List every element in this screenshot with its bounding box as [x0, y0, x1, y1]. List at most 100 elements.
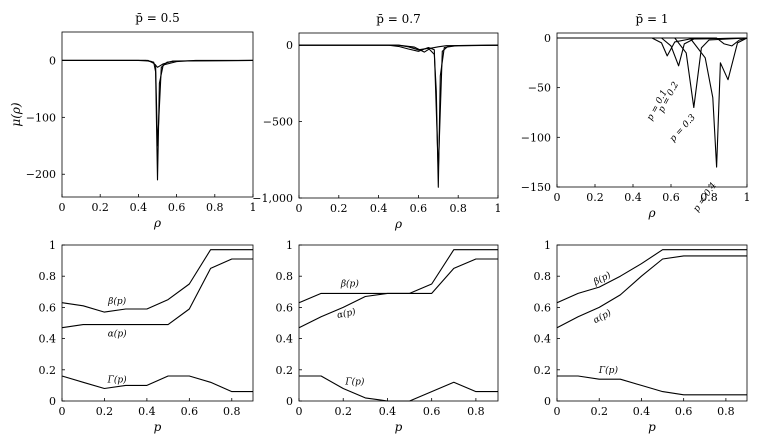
y-tick-label: 0.6: [276, 301, 294, 314]
x-tick-label: 0.6: [675, 405, 693, 418]
series-line-2: [557, 37, 748, 67]
series-line-3: [557, 375, 747, 396]
x-tick-label: 0.6: [410, 202, 428, 215]
series-label: Γ(p): [107, 375, 128, 386]
panel-1: 0 0.2 0.4 0.6 0.8 1 0 −100 −200 p̄ = 0.5 ρ μ(ρ): [9, 11, 257, 230]
x-tick-label: 0.8: [717, 405, 735, 418]
x-tick-label: 0.8: [467, 405, 485, 418]
chart-title: p̄ = 1: [636, 12, 669, 26]
y-tick-label: 0.2: [276, 364, 294, 377]
panel-5: 0 0.2 0.4 0.6 0.8 0 0.2 0.4 0.6 0.8 1 p β(p) α(p) Γ(p): [276, 239, 499, 434]
series-line-1: [61, 249, 253, 313]
x-tick-label: 0.4: [633, 405, 651, 418]
x-tick-label: 0.2: [96, 405, 114, 418]
plot-frame: [61, 244, 254, 402]
chart-title: p̄ = 0.5: [135, 11, 179, 25]
series-line-5: [557, 37, 748, 47]
series-line-2: [556, 255, 747, 329]
y-tick-label: 0: [544, 395, 551, 408]
x-tick-label: 0.6: [181, 405, 199, 418]
panel-2: 0 0.2 0.4 0.6 0.8 1 0 −500 −1,000 p̄ = 0.7 ρ: [252, 12, 501, 231]
series-line-3: [299, 375, 498, 402]
x-tick-label: 0: [296, 202, 303, 215]
x-tick-label: 0: [554, 405, 561, 418]
y-tick-label: −100: [521, 131, 551, 144]
plot-frame: [298, 244, 499, 402]
x-axis-label: ρ: [394, 217, 402, 231]
annotation-label: p = 0.3: [668, 113, 698, 145]
x-tick-label: 0.2: [91, 201, 109, 214]
y-tick-label: 0: [286, 39, 293, 52]
y-tick-label: 0.6: [39, 301, 57, 314]
y-tick-label: 0.2: [39, 364, 57, 377]
y-tick-label: 1: [286, 239, 293, 252]
series-line-1: [556, 249, 747, 304]
x-tick-label: 1: [495, 202, 502, 215]
x-tick-label: 0.8: [449, 202, 467, 215]
series-line-3: [299, 44, 499, 53]
y-tick-label: 0.8: [276, 270, 294, 283]
x-axis-label: ρ: [647, 206, 655, 220]
x-tick-label: 0.6: [423, 405, 441, 418]
x-tick-label: 0.4: [130, 201, 148, 214]
x-tick-label: 0.8: [206, 201, 224, 214]
x-tick-label: 1: [250, 201, 257, 214]
series-line-3: [62, 59, 254, 68]
y-tick-label: 0.2: [534, 364, 552, 377]
series-line-3: [557, 37, 748, 109]
plot-frame: [556, 32, 748, 188]
panel-4: 0 0.2 0.4 0.6 0.8 0 0.2 0.4 0.6 0.8 1 p β(p) α(p) Γ(p): [39, 239, 254, 434]
series-label: α(p): [108, 329, 127, 340]
series-line-3: [61, 375, 253, 393]
x-axis-label: ρ: [153, 216, 161, 230]
series-label: Γ(p): [344, 376, 365, 387]
x-tick-label: 0.4: [370, 202, 388, 215]
series-line-1: [299, 44, 499, 188]
y-tick-label: 0.4: [534, 333, 552, 346]
plot-frame: [556, 244, 748, 402]
y-tick-label: −50: [528, 82, 551, 95]
x-tick-label: 0.8: [700, 191, 718, 204]
x-tick-label: 0.6: [662, 191, 680, 204]
y-tick-label: 0: [49, 54, 56, 67]
series-line-1: [62, 59, 253, 181]
y-tick-label: −150: [521, 181, 551, 194]
y-tick-label: 0.8: [39, 270, 57, 283]
y-tick-label: 0.4: [39, 333, 57, 346]
chart-title: p̄ = 0.7: [376, 12, 420, 26]
y-tick-label: 0.6: [534, 301, 552, 314]
y-tick-label: 0.4: [276, 333, 294, 346]
x-tick-label: 1: [744, 191, 751, 204]
x-tick-label: 0: [59, 405, 66, 418]
x-tick-label: 0.4: [379, 405, 397, 418]
y-tick-label: 1: [544, 239, 551, 252]
y-tick-label: −1,000: [252, 192, 293, 205]
y-tick-label: 0: [286, 395, 293, 408]
series-line-1: [557, 37, 748, 57]
series-line-1: [298, 249, 498, 304]
plot-frame: [298, 32, 499, 199]
y-tick-label: −100: [26, 111, 56, 124]
x-tick-label: 0.4: [138, 405, 156, 418]
y-axis-label: μ(ρ): [9, 102, 23, 127]
x-tick-label: 0.2: [586, 191, 604, 204]
y-tick-label: 0: [544, 32, 551, 45]
x-tick-label: 0.6: [168, 201, 186, 214]
series-line-2: [298, 258, 498, 329]
x-tick-label: 0.4: [624, 191, 642, 204]
series-line-2: [61, 258, 253, 329]
x-tick-label: 0: [296, 405, 303, 418]
y-tick-label: −200: [26, 168, 56, 181]
series-label: Γ(p): [598, 365, 619, 376]
y-tick-label: 0.8: [534, 270, 552, 283]
series-line-2: [62, 59, 254, 147]
plot-frame: [61, 31, 254, 198]
series-label: β(p): [340, 278, 359, 289]
x-tick-label: 0: [59, 201, 66, 214]
x-tick-label: 0.2: [590, 405, 608, 418]
series-label: β(p): [107, 296, 126, 307]
y-tick-label: 1: [49, 239, 56, 252]
